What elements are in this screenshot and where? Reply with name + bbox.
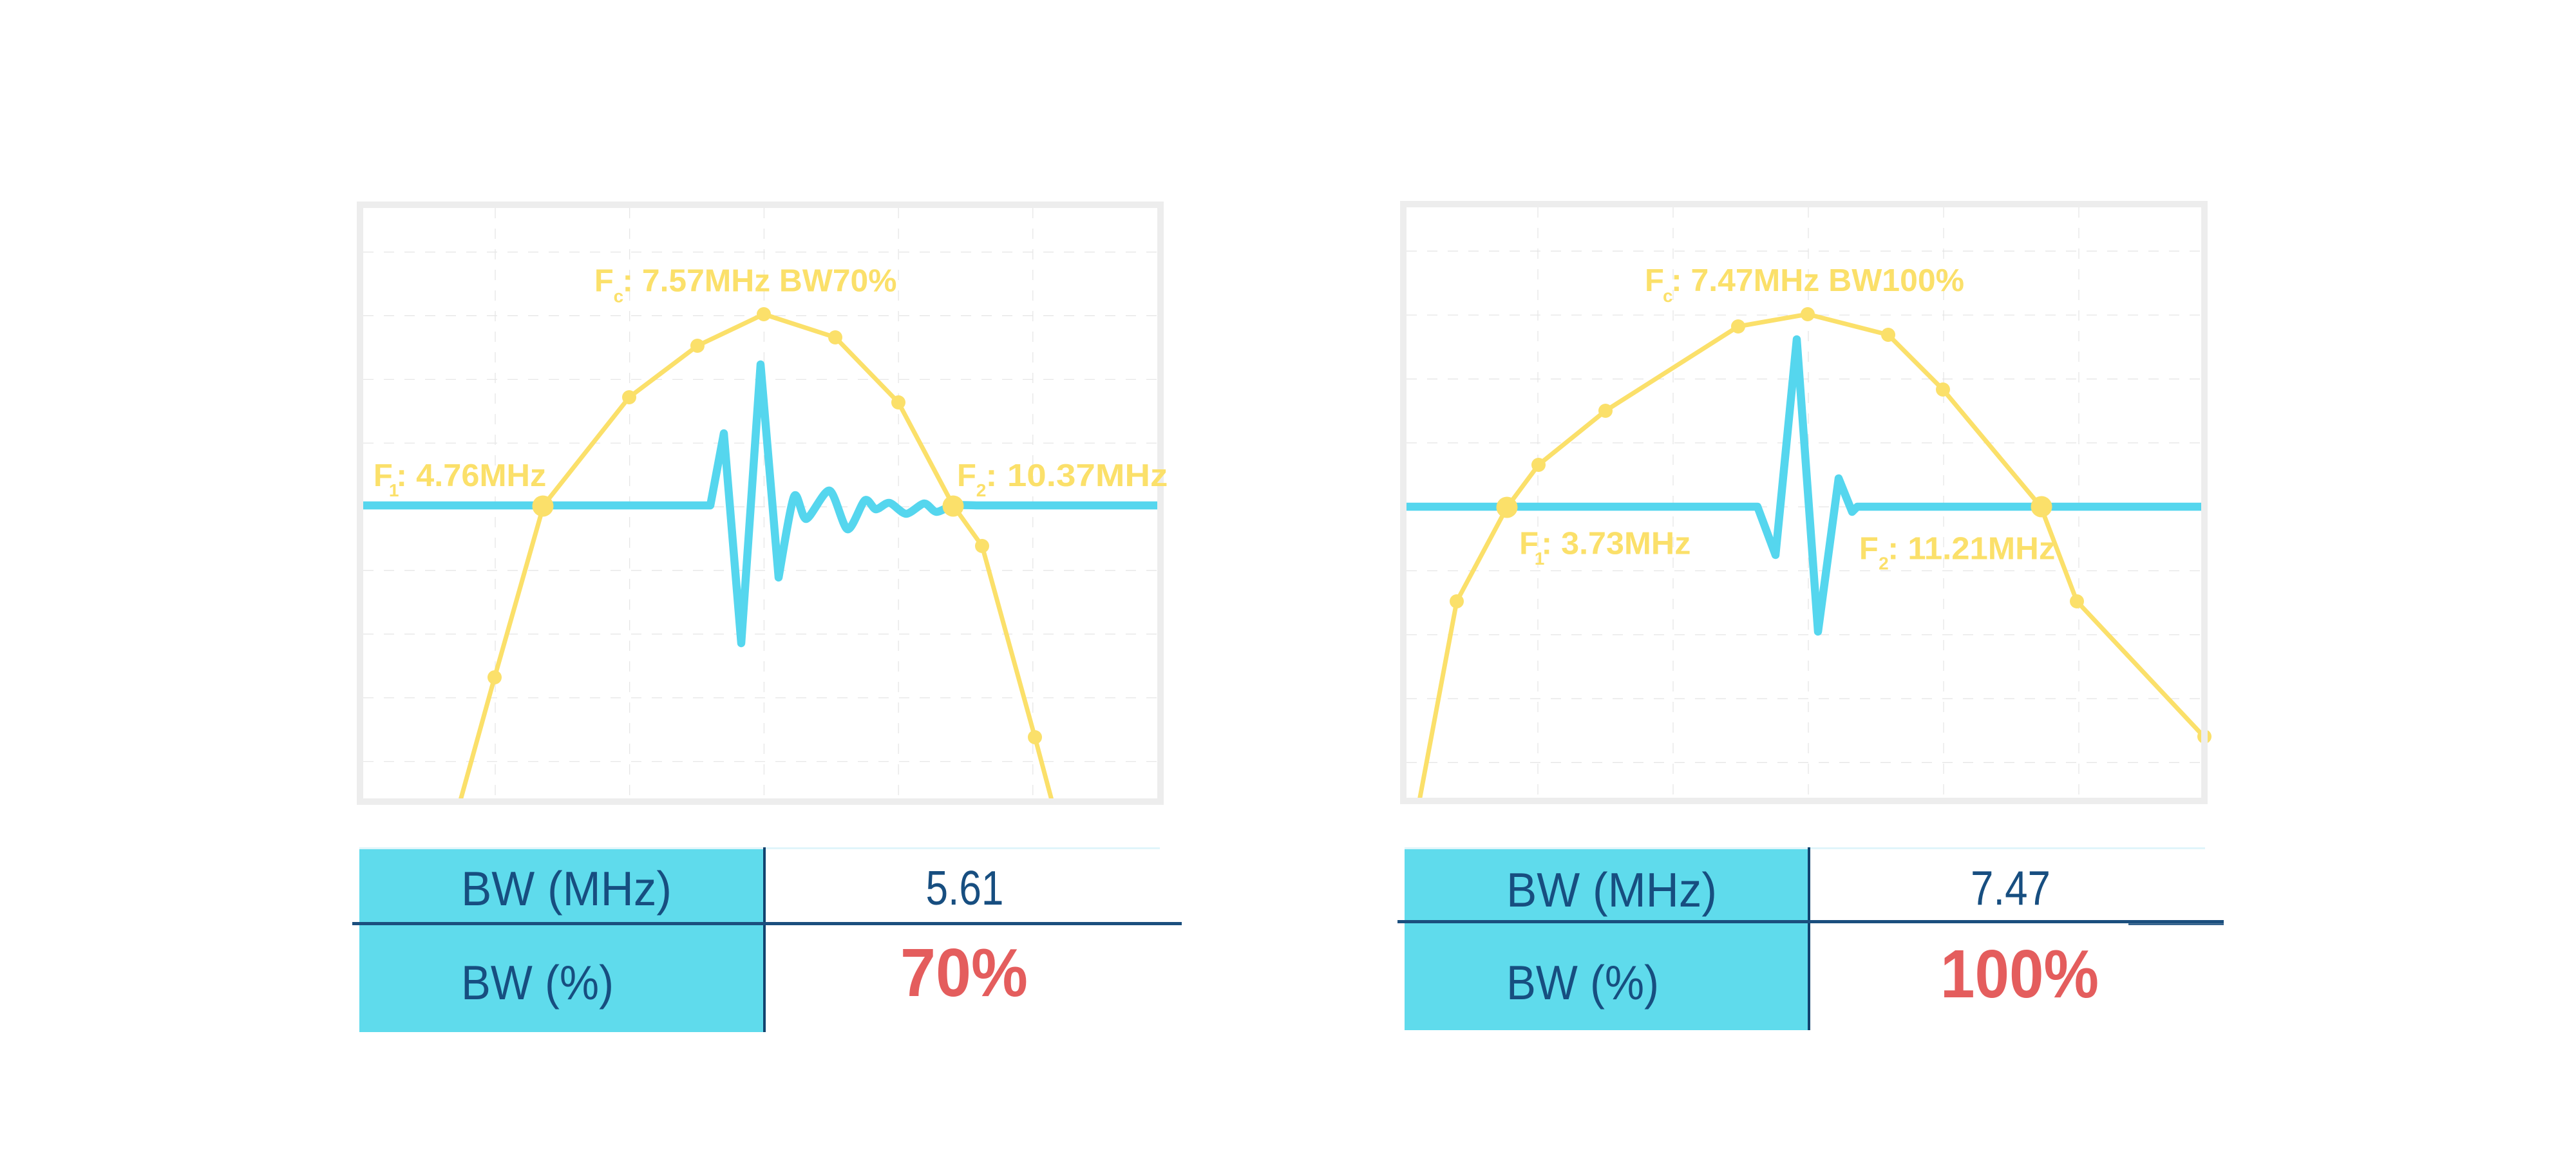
svg-text:F: F [1519,527,1539,561]
svg-text:BW (MHz): BW (MHz) [1506,863,1717,917]
svg-text:2: 2 [976,480,987,500]
svg-text:70%: 70% [900,935,1028,1011]
svg-text:F: F [957,458,976,493]
svg-text:: 4.76MHz: : 4.76MHz [396,458,546,493]
svg-text:: 11.21MHz: : 11.21MHz [1888,532,2055,567]
svg-text:F: F [1645,263,1664,298]
svg-text:F: F [594,264,614,299]
svg-text:7.47: 7.47 [1971,861,2050,915]
svg-text:: 10.37MHz: : 10.37MHz [985,458,1168,493]
svg-text:: 7.47MHz BW100%: : 7.47MHz BW100% [1671,263,1964,298]
svg-text:5.61: 5.61 [926,861,1004,915]
svg-text:BW (%): BW (%) [461,955,614,1010]
svg-text:: 7.57MHz BW70%: : 7.57MHz BW70% [623,264,897,299]
svg-text:1: 1 [1535,549,1545,569]
svg-text:BW (MHz): BW (MHz) [461,861,672,916]
svg-text:c: c [1663,286,1673,306]
svg-text:100%: 100% [1940,936,2099,1012]
svg-text:F: F [1859,532,1879,567]
svg-text:1: 1 [389,480,399,500]
svg-text:F: F [374,458,393,493]
svg-text:BW (%): BW (%) [1506,955,1659,1010]
svg-text:2: 2 [1879,554,1889,574]
svg-text:c: c [614,287,624,306]
svg-text:: 3.73MHz: : 3.73MHz [1541,527,1690,561]
